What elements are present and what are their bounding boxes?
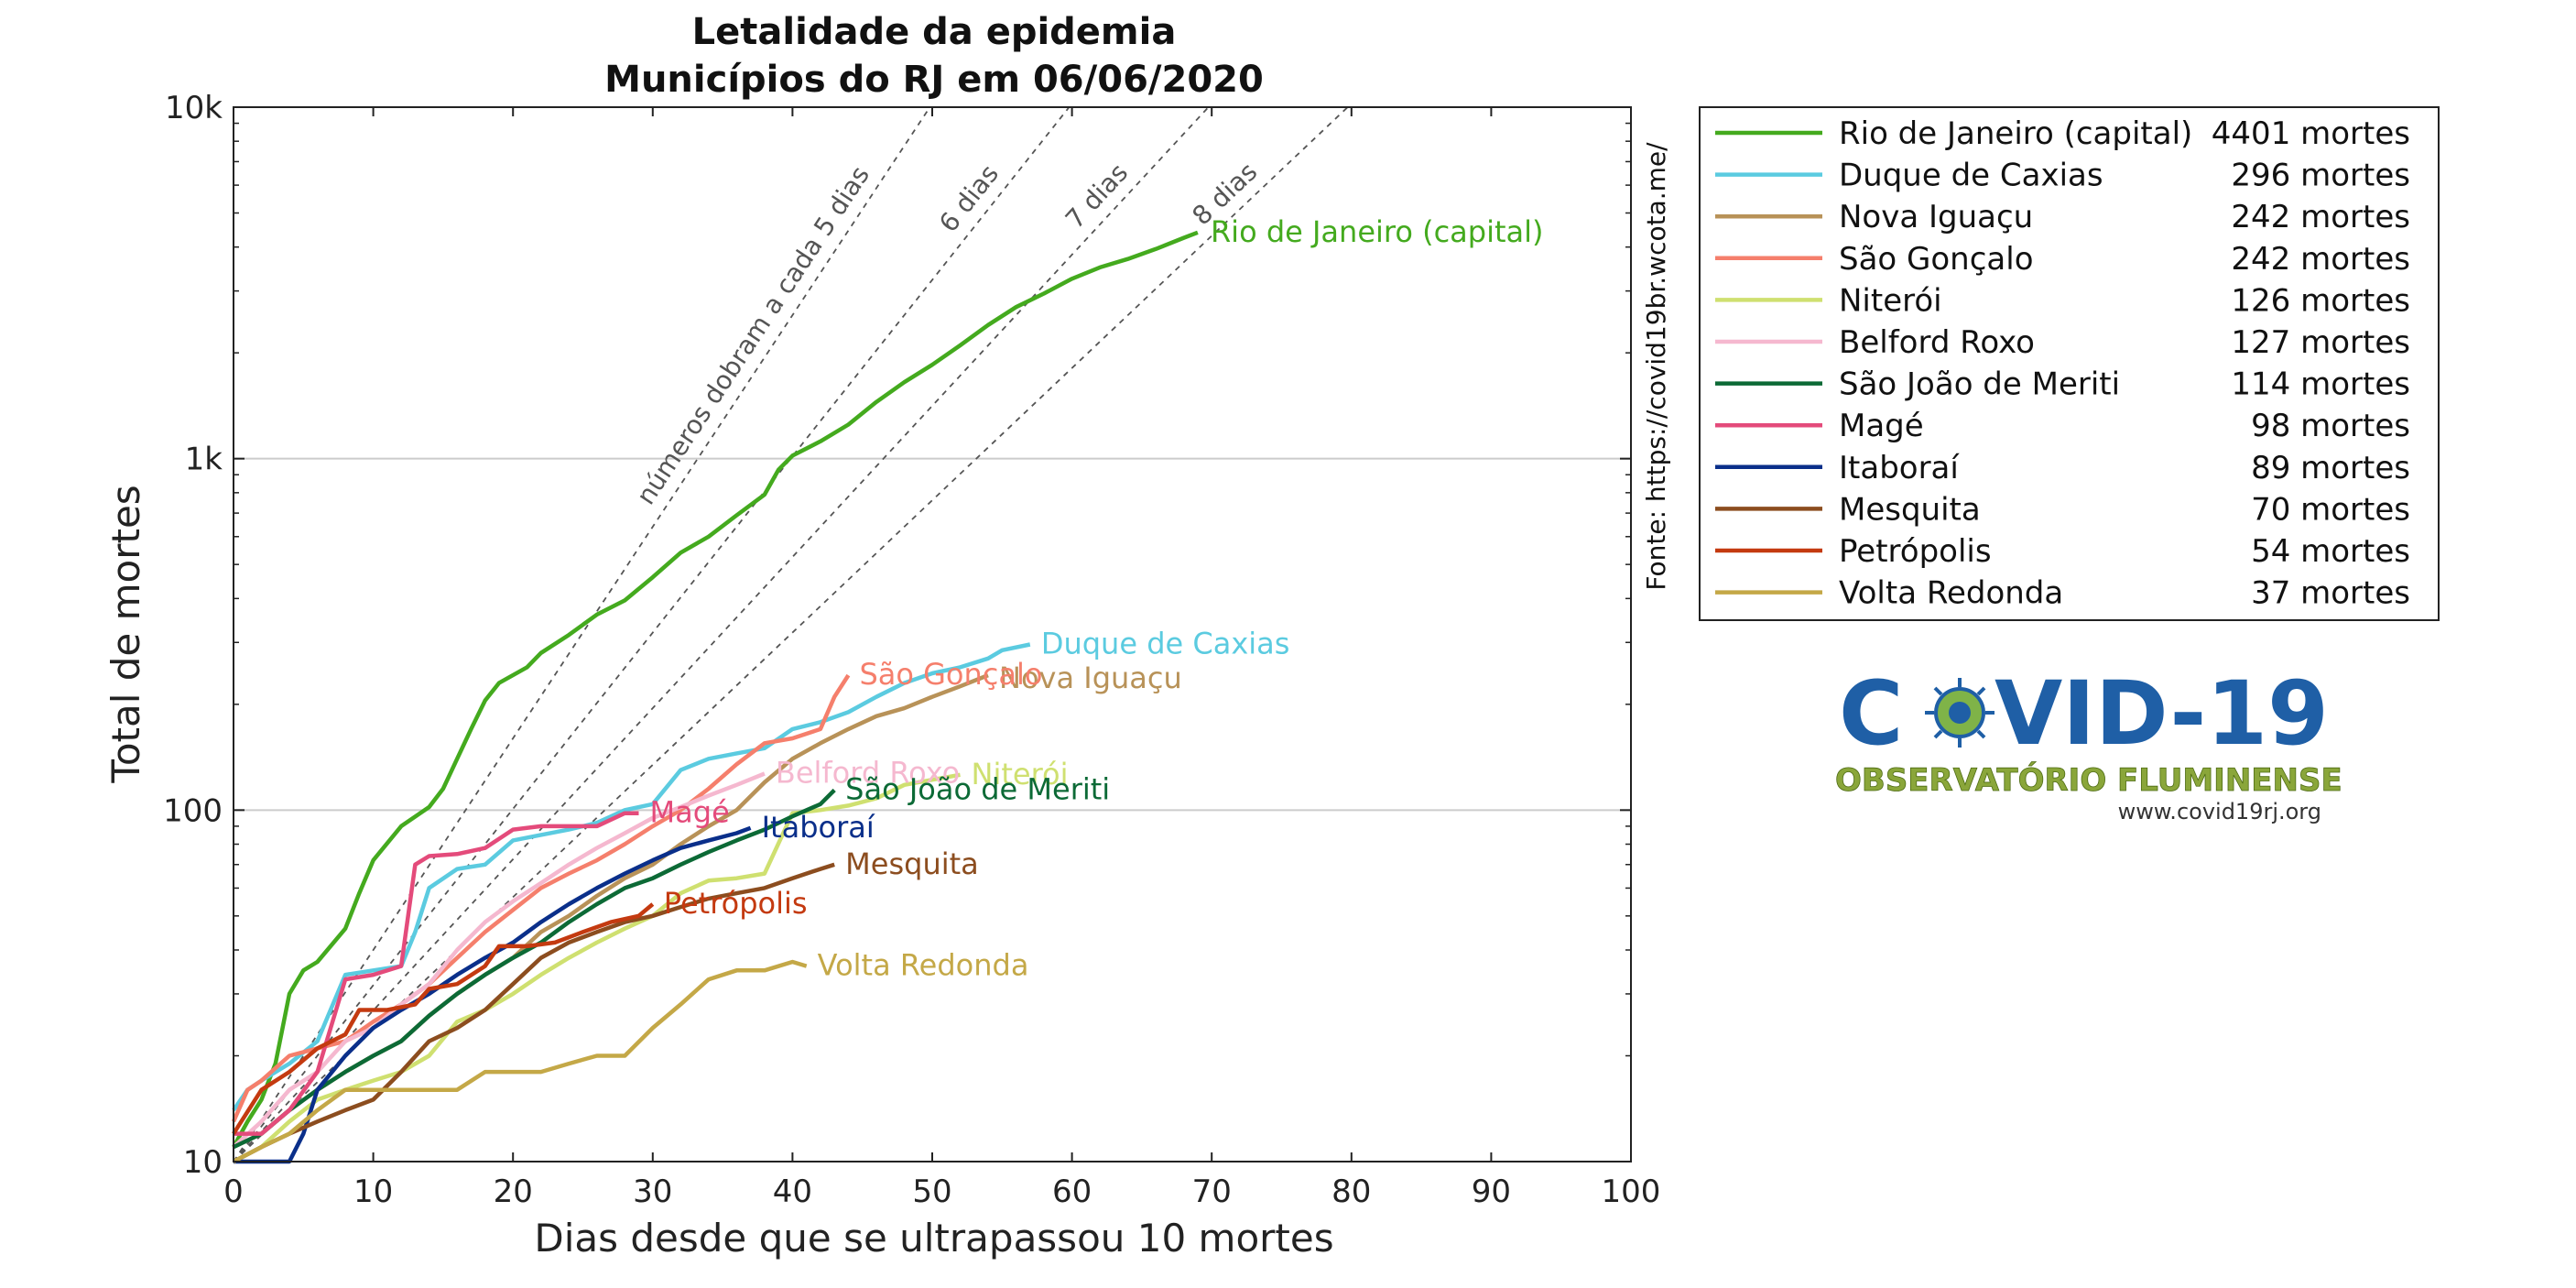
series-end-label: Duque de Caxias <box>1041 627 1290 661</box>
series-line <box>232 771 766 1149</box>
legend-value: 54 mortes <box>2251 533 2410 570</box>
series-line <box>232 862 835 1163</box>
reference-line <box>233 106 1349 1162</box>
logo-url: www.covid19rj.org <box>2118 799 2321 824</box>
series-line <box>232 642 1031 1112</box>
x-tick-label: 40 <box>773 1173 812 1210</box>
series-line <box>232 959 808 1163</box>
series-end-label: São Gonçalo <box>859 657 1042 692</box>
series-end-label: Niterói <box>972 757 1069 791</box>
legend-value: 114 mortes <box>2231 366 2410 403</box>
legend-label: Petrópolis <box>1839 533 1992 570</box>
legend-label: São João de Meriti <box>1839 366 2120 403</box>
series-end-labels: Rio de Janeiro (capital)Duque de CaxiasN… <box>650 214 1544 983</box>
series-end-label: Itaboraí <box>762 810 875 845</box>
x-tick-label: 0 <box>223 1173 244 1210</box>
source-note: Fonte: https://covid19br.wcota.me/ <box>1641 142 1671 591</box>
y-tick-label: 1k <box>185 442 223 478</box>
y-axis-label: Total de mortes <box>103 485 148 783</box>
y-tick-label: 10k <box>165 90 223 126</box>
series-end-label: Belford Roxo <box>776 756 960 791</box>
y-axis: 10 100 1k 10k <box>163 90 1631 1181</box>
x-axis: 0 10 20 30 40 50 60 70 80 90 100 <box>223 107 1660 1210</box>
legend-box <box>1699 106 2440 621</box>
legend: Rio de Janeiro (capital) 4401 mortes Duque… <box>1715 115 2410 612</box>
x-tick-label: 60 <box>1052 1173 1092 1210</box>
series-end-label: Petrópolis <box>664 886 808 921</box>
legend-value: 70 mortes <box>2251 491 2410 528</box>
y-tick-label: 100 <box>163 792 223 829</box>
legend-value: 127 mortes <box>2231 324 2410 361</box>
reference-line <box>233 106 1071 1162</box>
x-tick-label: 80 <box>1331 1173 1371 1210</box>
legend-value: 37 mortes <box>2251 575 2410 612</box>
legend-label: Itaboraí <box>1839 450 1960 486</box>
legend-value: 126 mortes <box>2231 282 2410 319</box>
covid19-logo: C VID-19 OBSERVATÓRIO FLUMINENSE www.cov… <box>1835 662 2342 824</box>
series-end-label: Nova Iguaçu <box>999 660 1182 695</box>
reference-line-label: números dobram a cada 5 dias <box>630 160 875 510</box>
legend-value: 242 mortes <box>2231 241 2410 278</box>
logo-title-right: VID-19 <box>1994 662 2329 765</box>
legend-label: Nova Iguaçu <box>1839 199 2033 235</box>
series-end-label: Mesquita <box>845 846 979 881</box>
x-tick-label: 30 <box>633 1173 672 1210</box>
legend-label: Duque de Caxias <box>1839 158 2103 194</box>
chart-title: Letalidade da epidemia <box>692 11 1177 53</box>
logo-subtitle: OBSERVATÓRIO FLUMINENSE <box>1835 761 2342 799</box>
legend-value: 296 mortes <box>2231 158 2410 194</box>
legend-label: Volta Redonda <box>1839 575 2063 612</box>
logo-title-left: C <box>1839 662 1903 765</box>
legend-value: 89 mortes <box>2251 450 2410 486</box>
legend-value: 4401 mortes <box>2212 115 2410 152</box>
series-line <box>232 902 655 1135</box>
legend-label: São Gonçalo <box>1839 241 2034 278</box>
legend-value: 242 mortes <box>2231 199 2410 235</box>
series-end-label: Rio de Janeiro (capital) <box>1211 214 1544 249</box>
series-group <box>231 230 1199 1164</box>
legend-value: 98 mortes <box>2251 408 2410 444</box>
reference-line-label: 6 dias <box>933 158 1005 237</box>
series-line <box>232 772 961 1163</box>
reference-line-label: 7 dias <box>1060 158 1134 235</box>
x-tick-label: 70 <box>1192 1173 1232 1210</box>
x-tick-label: 20 <box>494 1173 533 1210</box>
series-end-label: Magé <box>650 795 730 830</box>
reference-line <box>233 106 931 1162</box>
series-end-label: Volta Redonda <box>818 948 1029 983</box>
virus-icon <box>1925 678 1994 748</box>
reference-line <box>233 106 1210 1162</box>
series-line <box>234 811 639 1136</box>
legend-label: Magé <box>1839 408 1924 444</box>
chart-subtitle: Municípios do RJ em 06/06/2020 <box>604 59 1264 101</box>
series-line <box>234 825 752 1164</box>
x-tick-label: 100 <box>1602 1173 1661 1210</box>
x-axis-label: Dias desde que se ultrapassou 10 mortes <box>534 1216 1333 1261</box>
series-line <box>233 673 989 1150</box>
legend-label: Belford Roxo <box>1839 324 2035 361</box>
x-tick-label: 10 <box>353 1173 393 1210</box>
legend-label: Rio de Janeiro (capital) <box>1839 115 2192 152</box>
series-line <box>232 230 1199 1149</box>
x-tick-label: 90 <box>1472 1173 1511 1210</box>
x-tick-label: 50 <box>912 1173 951 1210</box>
y-tick-label: 10 <box>183 1144 223 1181</box>
legend-label: Mesquita <box>1839 491 1981 528</box>
legend-label: Niterói <box>1839 282 1942 319</box>
series-end-label: São João de Meriti <box>845 772 1110 807</box>
